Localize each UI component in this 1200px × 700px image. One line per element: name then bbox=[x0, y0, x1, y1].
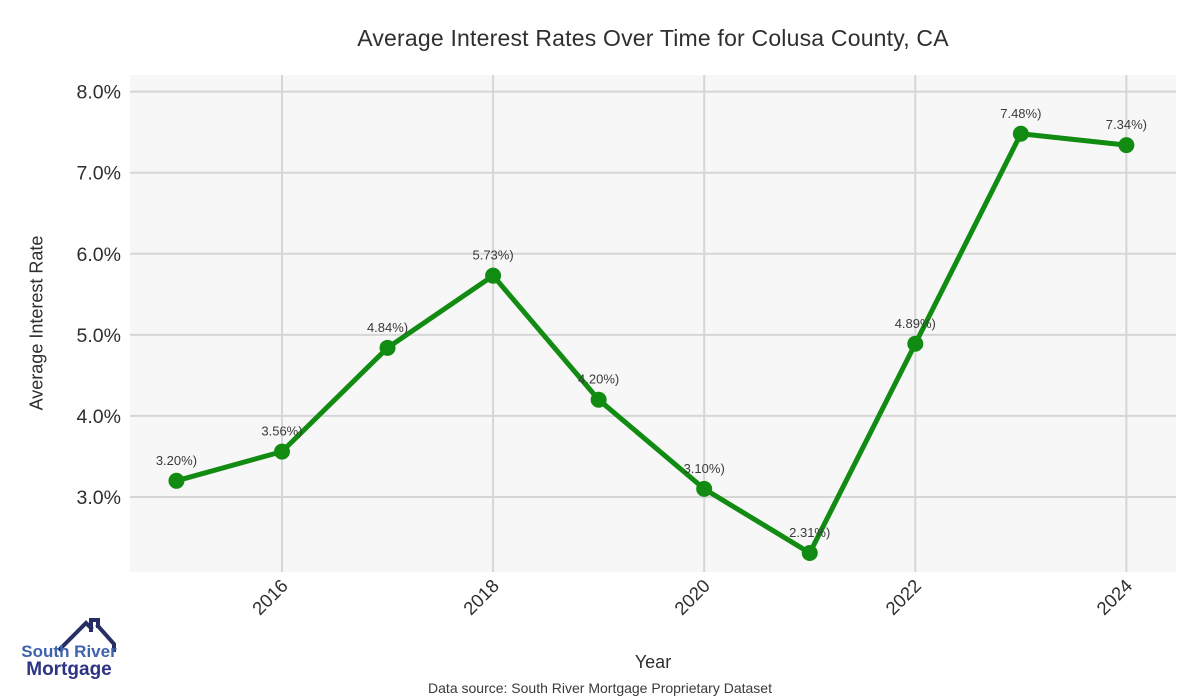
data-point-label-2018: 5.73%) bbox=[472, 248, 513, 263]
x-tick-label: 2018 bbox=[459, 575, 503, 619]
data-point-label-2022: 4.89%) bbox=[895, 316, 936, 331]
data-source-note: Data source: South River Mortgage Propri… bbox=[428, 680, 772, 696]
x-axis-title: Year bbox=[634, 652, 672, 672]
y-tick-label: 5.0% bbox=[77, 325, 121, 347]
data-point-2018 bbox=[485, 267, 502, 284]
data-point-label-2017: 4.84%) bbox=[367, 320, 408, 335]
roof-right-slope bbox=[95, 623, 116, 652]
x-tick-label: 2024 bbox=[1092, 575, 1136, 619]
south-river-mortgage-logo: South River Mortgage bbox=[14, 610, 134, 688]
y-tick-label: 3.0% bbox=[77, 487, 121, 509]
data-point-2024 bbox=[1118, 137, 1135, 154]
data-point-label-2024: 7.34%) bbox=[1106, 117, 1147, 132]
y-tick-label: 6.0% bbox=[77, 244, 121, 266]
data-point-2016 bbox=[273, 443, 290, 460]
data-point-2020 bbox=[696, 480, 713, 497]
data-point-2017 bbox=[379, 339, 396, 356]
logo-text-south-river: South River bbox=[21, 642, 117, 661]
interest-rate-line bbox=[173, 131, 1129, 556]
roof-chimney bbox=[89, 618, 100, 632]
x-tick-label: 2020 bbox=[670, 575, 714, 619]
data-point-2021 bbox=[801, 544, 818, 561]
x-tick-label: 2022 bbox=[881, 575, 925, 619]
y-tick-label: 7.0% bbox=[77, 163, 121, 185]
house-roof-icon bbox=[58, 618, 116, 652]
data-point-label-2015: 3.20%) bbox=[156, 453, 197, 468]
data-point-2019 bbox=[590, 391, 607, 408]
data-point-2022 bbox=[907, 335, 924, 352]
plot-background bbox=[130, 75, 1176, 572]
data-point-2015 bbox=[168, 472, 185, 489]
data-point-label-2020: 3.10%) bbox=[684, 461, 725, 476]
data-point-label-2021: 2.31%) bbox=[789, 525, 830, 540]
logo-text-mortgage: Mortgage bbox=[26, 659, 112, 680]
y-tick-label: 8.0% bbox=[77, 82, 121, 104]
line-chart-plot: 8.0% 7.0% 6.0% 5.0% 4.0% 3.0% 2016 2018 2020 2022… bbox=[77, 75, 1176, 619]
y-tick-label: 4.0% bbox=[77, 406, 121, 428]
chart-title: Average Interest Rates Over Time for Col… bbox=[357, 25, 949, 51]
data-point-label-2016: 3.56%) bbox=[261, 424, 302, 439]
data-point-label-2019: 4.20%) bbox=[578, 372, 619, 387]
x-tick-label: 2016 bbox=[248, 575, 292, 619]
data-point-label-2023: 7.48%) bbox=[1000, 106, 1041, 121]
data-point-2023 bbox=[1012, 125, 1029, 142]
